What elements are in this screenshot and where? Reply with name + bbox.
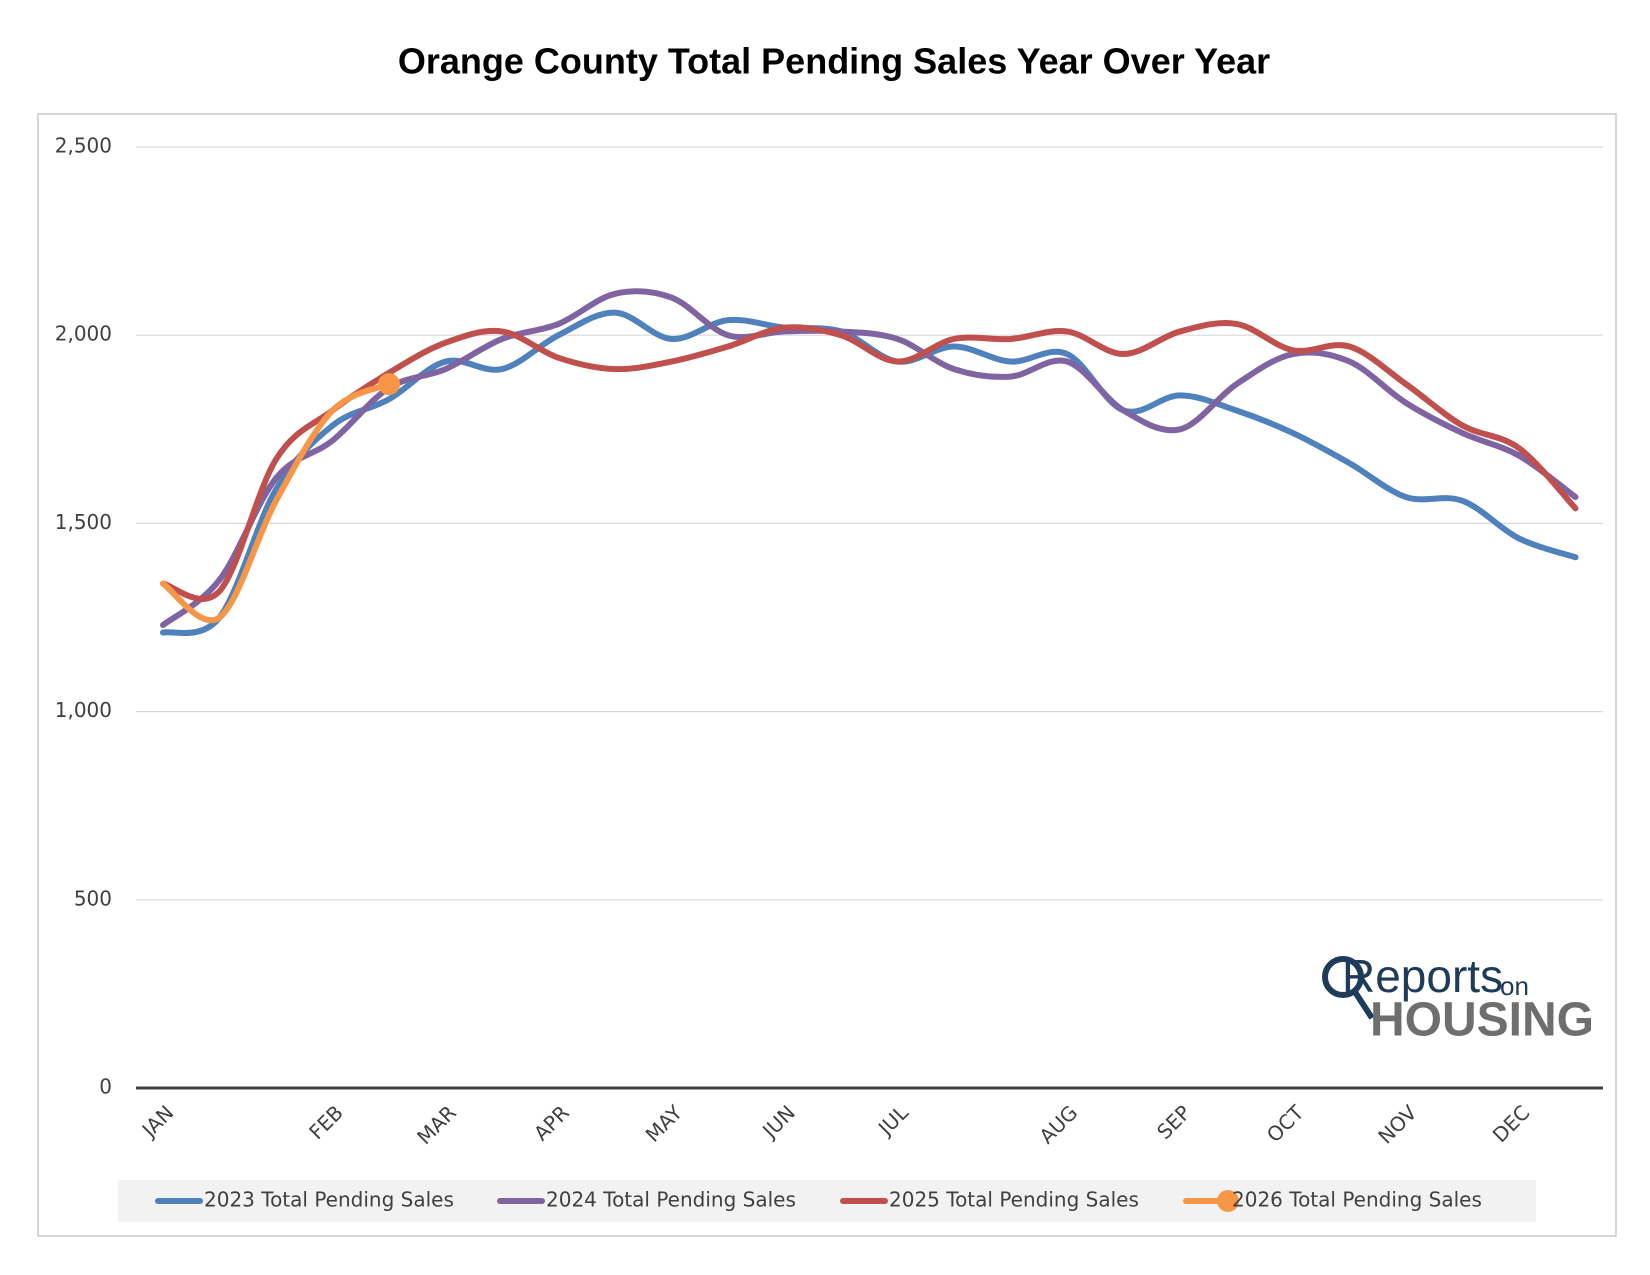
series-line bbox=[160, 309, 1579, 637]
x-tick-label: JUL bbox=[872, 1100, 913, 1141]
y-tick-label: 2,500 bbox=[55, 134, 112, 158]
chart-frame bbox=[37, 113, 1617, 1237]
y-tick-label: 0 bbox=[99, 1075, 112, 1099]
x-tick-label: AUG bbox=[1034, 1100, 1082, 1148]
x-tick-label: MAR bbox=[412, 1100, 461, 1149]
legend-label: 2023 Total Pending Sales bbox=[204, 1188, 454, 1212]
logo-small: on bbox=[1500, 971, 1529, 1001]
y-tick-label: 1,000 bbox=[55, 698, 112, 722]
legend-label: 2024 Total Pending Sales bbox=[546, 1188, 796, 1212]
x-tick-label: JAN bbox=[136, 1100, 179, 1143]
legend-marker bbox=[1217, 1190, 1239, 1212]
logo-sub: HOUSING bbox=[1370, 994, 1594, 1047]
x-tick-label: OCT bbox=[1262, 1100, 1309, 1147]
y-tick-label: 1,500 bbox=[55, 510, 112, 534]
x-tick-label: NOV bbox=[1373, 1100, 1421, 1148]
logo: Reports on HOUSING bbox=[1322, 950, 1594, 1047]
legend-box bbox=[118, 1180, 1536, 1222]
logo-icon bbox=[1352, 990, 1375, 1020]
legend-label: 2025 Total Pending Sales bbox=[889, 1188, 1139, 1212]
x-tick-label: APR bbox=[529, 1100, 574, 1145]
logo-icon bbox=[1322, 956, 1364, 998]
chart-title: Orange County Total Pending Sales Year O… bbox=[398, 41, 1270, 82]
series-line bbox=[160, 381, 392, 624]
y-tick-label: 2,000 bbox=[55, 322, 112, 346]
legend-label: 2026 Total Pending Sales bbox=[1232, 1188, 1482, 1212]
x-tick-label: SEP bbox=[1152, 1100, 1195, 1143]
series-line bbox=[160, 320, 1579, 602]
x-tick-label: FEB bbox=[304, 1100, 348, 1144]
x-tick-label: JUN bbox=[756, 1100, 799, 1143]
logo-brand: Reports bbox=[1342, 950, 1503, 1002]
series-marker bbox=[378, 373, 400, 396]
x-tick-label: MAY bbox=[641, 1100, 688, 1147]
x-tick-label: DEC bbox=[1488, 1100, 1535, 1147]
y-tick-label: 500 bbox=[74, 886, 112, 910]
series-line bbox=[160, 288, 1579, 629]
